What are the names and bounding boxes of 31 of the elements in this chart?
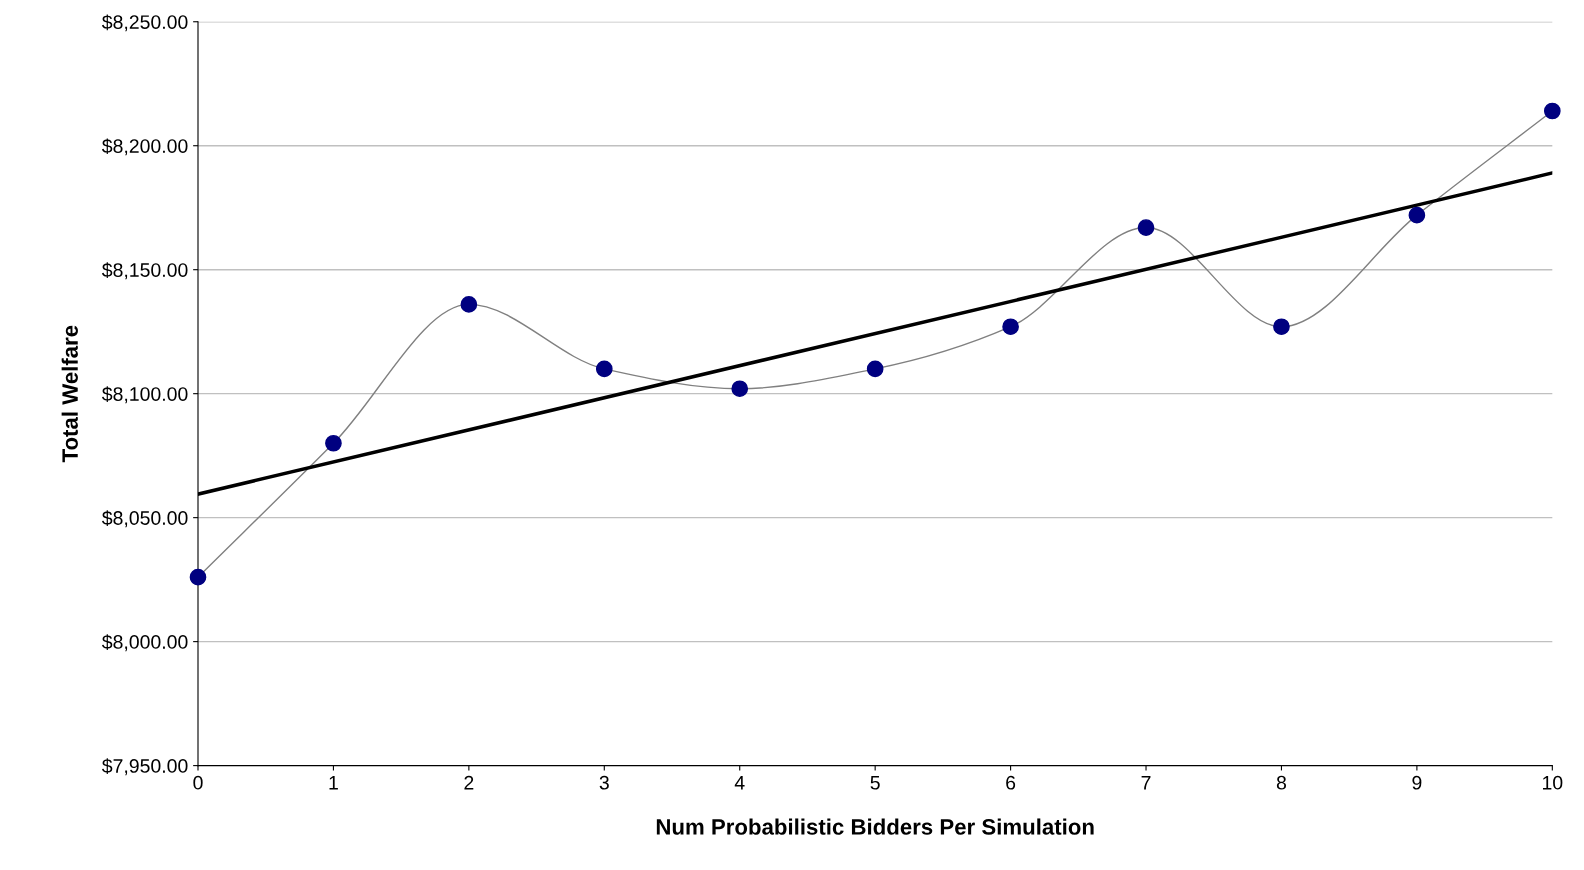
point [595,360,613,378]
point [1137,219,1155,236]
x-tick-label: 5 [870,776,880,790]
x-tick-label: 9 [1412,775,1422,790]
point [731,380,749,398]
x-tick-label: 3 [599,775,609,790]
y-tick-label: $8,150.00 [101,262,188,280]
point [1002,318,1019,336]
y-axis-title: Total Welfare [61,325,78,463]
y-tick-label: $8,050.00 [101,510,188,528]
point [1408,206,1426,224]
x-tick-label: 4 [734,776,745,790]
x-tick-label: 8 [1276,775,1287,790]
y-tick-label: $8,200.00 [101,138,188,156]
point [1543,102,1561,120]
point [866,360,884,378]
y-tick-label: $8,250.00 [101,14,188,32]
point [460,296,478,313]
x-tick-label: 2 [464,775,474,790]
y-tick-label: $8,000.00 [101,634,188,652]
x-tick-label: 7 [1141,776,1151,790]
point [1273,318,1290,336]
point [325,434,342,452]
y-tick-label: $7,950.00 [101,758,188,776]
x-tick-label: 0 [193,775,203,790]
x-tick-label: 10 [1542,775,1563,790]
point [189,568,207,586]
y-tick-label: $8,100.00 [101,386,188,404]
x-tick-label: 1 [329,776,338,790]
x-tick-label: 6 [1006,775,1016,790]
x-axis-title: Num Probabilistic Bidders Per Simulation [656,818,1094,835]
